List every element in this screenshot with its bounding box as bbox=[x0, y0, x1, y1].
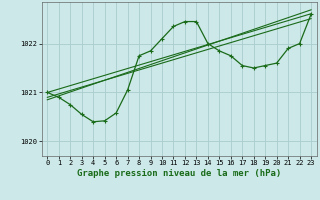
X-axis label: Graphe pression niveau de la mer (hPa): Graphe pression niveau de la mer (hPa) bbox=[77, 169, 281, 178]
